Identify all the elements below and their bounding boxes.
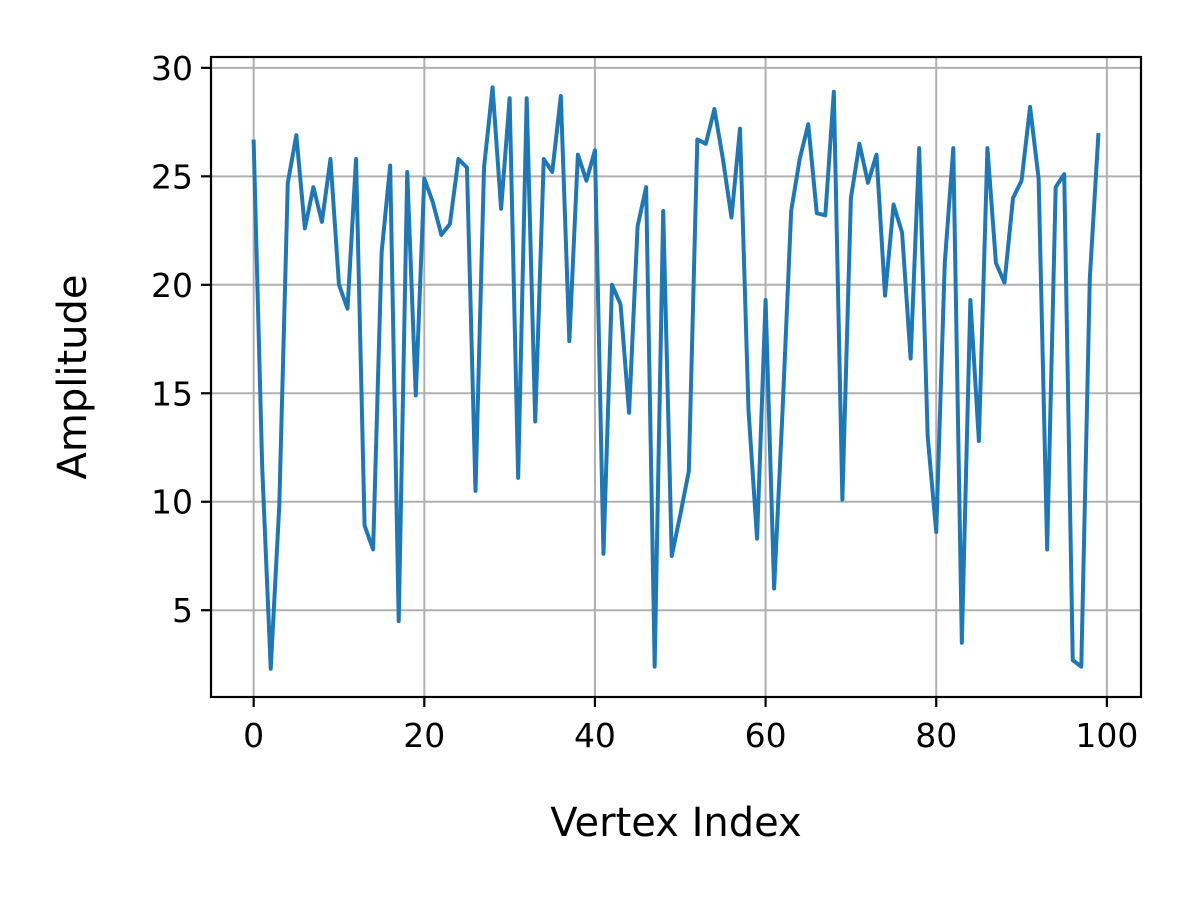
x-tick-label: 0 bbox=[243, 716, 264, 755]
y-tick-label: 25 bbox=[151, 157, 193, 196]
y-tick-label: 30 bbox=[151, 49, 193, 88]
y-tick-label: 20 bbox=[151, 266, 193, 305]
y-tick-label: 5 bbox=[172, 591, 193, 630]
x-tick-label: 60 bbox=[745, 716, 787, 755]
x-tick-label: 20 bbox=[403, 716, 445, 755]
x-tick-label: 100 bbox=[1075, 716, 1138, 755]
y-tick-label: 15 bbox=[151, 374, 193, 413]
x-axis-label: Vertex Index bbox=[550, 800, 801, 846]
y-tick-label: 10 bbox=[151, 483, 193, 522]
x-tick-label: 40 bbox=[574, 716, 616, 755]
grid bbox=[211, 57, 1141, 697]
y-axis: 5 10 15 20 25 30 bbox=[151, 49, 211, 630]
series-line bbox=[251, 85, 1101, 671]
x-tick-label: 80 bbox=[915, 716, 957, 755]
x-axis: 0 20 40 60 80 100 bbox=[243, 697, 1138, 755]
plot-frame bbox=[209, 55, 1143, 699]
series-layer bbox=[251, 85, 1101, 671]
y-axis-label: Amplitude bbox=[50, 275, 96, 480]
